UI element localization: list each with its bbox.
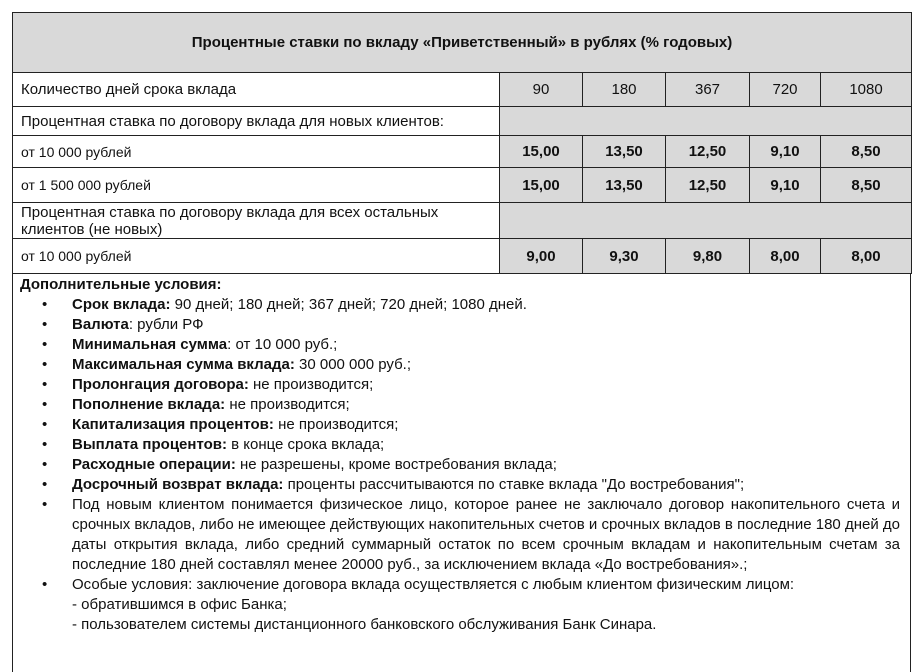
conditions-heading: Дополнительные условия: — [20, 276, 222, 293]
row-label: от 1 500 000 рублей — [12, 167, 500, 203]
days-label: Количество дней срока вклада — [12, 72, 500, 107]
condition-text: : от 10 000 руб.; — [227, 336, 338, 353]
condition-key: Капитализация процентов: — [72, 416, 274, 433]
condition-text: в конце срока вклада; — [226, 436, 385, 453]
rate-cell: 9,10 — [749, 135, 821, 168]
condition-key: Минимальная сумма — [72, 336, 228, 353]
condition-text: проценты рассчитываются по ставке вклада… — [283, 476, 745, 493]
term-cell: 367 — [665, 72, 750, 107]
condition-text: не производится; — [248, 376, 374, 393]
group-label: Процентная ставка по договору вклада для… — [12, 202, 500, 239]
rate-cell: 8,00 — [820, 238, 912, 274]
row-label: от 10 000 рублей — [12, 238, 500, 274]
condition-item: Расходные операции: не разрешены, кроме … — [20, 455, 900, 475]
rates-table: Процентные ставки по вкладу «Приветствен… — [12, 12, 912, 274]
condition-text: не разрешены, кроме востребования вклада… — [235, 456, 557, 473]
term-cell: 720 — [749, 72, 821, 107]
table-row: Количество дней срока вклада 90 180 367 … — [12, 72, 912, 107]
empty-cell — [499, 202, 912, 239]
condition-text: Под новым клиентом понимается физическое… — [72, 496, 900, 573]
rate-cell: 15,00 — [499, 135, 583, 168]
condition-item: Максимальная сумма вклада: 30 000 000 ру… — [20, 355, 900, 375]
rate-cell: 13,50 — [582, 167, 666, 203]
rate-cell: 12,50 — [665, 167, 750, 203]
rate-cell: 8,00 — [749, 238, 821, 274]
condition-item: Выплата процентов: в конце срока вклада; — [20, 435, 900, 455]
condition-key: Валюта — [72, 316, 129, 333]
term-cell: 1080 — [820, 72, 912, 107]
conditions-list: Срок вклада: 90 дней; 180 дней; 367 дней… — [20, 295, 900, 635]
condition-key: Максимальная сумма вклада: — [72, 356, 295, 373]
condition-key: Пролонгация договора: — [72, 376, 249, 393]
rate-cell: 13,50 — [582, 135, 666, 168]
rate-cell: 15,00 — [499, 167, 583, 203]
condition-text: не производится; — [225, 396, 350, 413]
empty-cell — [499, 106, 912, 136]
condition-key: Пополнение вклада: — [72, 396, 226, 413]
condition-text: 30 000 000 руб.; — [294, 356, 412, 373]
condition-item: Валюта: рубли РФ — [20, 315, 900, 335]
condition-key: Выплата процентов: — [72, 436, 227, 453]
table-row: Процентная ставка по договору вклада для… — [12, 106, 912, 136]
condition-subline: - пользователем системы дистанционного б… — [72, 616, 657, 633]
additional-conditions: Дополнительные условия: Срок вклада: 90 … — [20, 275, 900, 635]
condition-subline: - обратившимся в офис Банка; — [72, 596, 287, 613]
rate-cell: 9,00 — [499, 238, 583, 274]
rate-cell: 9,80 — [665, 238, 750, 274]
condition-item: Досрочный возврат вклада: проценты рассч… — [20, 475, 900, 495]
rate-cell: 8,50 — [820, 135, 912, 168]
condition-text: : рубли РФ — [128, 316, 204, 333]
rate-cell: 9,10 — [749, 167, 821, 203]
term-cell: 90 — [499, 72, 583, 107]
group-label: Процентная ставка по договору вклада для… — [12, 106, 500, 136]
rate-cell: 9,30 — [582, 238, 666, 274]
table-title: Процентные ставки по вкладу «Приветствен… — [12, 12, 912, 73]
condition-item: Срок вклада: 90 дней; 180 дней; 367 дней… — [20, 295, 900, 315]
condition-text: 90 дней; 180 дней; 367 дней; 720 дней; 1… — [170, 296, 527, 313]
table-row: Процентная ставка по договору вклада для… — [12, 202, 912, 239]
row-label: от 10 000 рублей — [12, 135, 500, 168]
condition-item: Под новым клиентом понимается физическое… — [20, 495, 900, 575]
rate-cell: 8,50 — [820, 167, 912, 203]
condition-item: Особые условия: заключение договора вкла… — [20, 575, 900, 635]
condition-item: Пролонгация договора: не производится; — [20, 375, 900, 395]
condition-text: не производится; — [273, 416, 399, 433]
condition-item: Минимальная сумма: от 10 000 руб.; — [20, 335, 900, 355]
condition-item: Капитализация процентов: не производится… — [20, 415, 900, 435]
condition-item: Пополнение вклада: не производится; — [20, 395, 900, 415]
rate-cell: 12,50 — [665, 135, 750, 168]
condition-key: Расходные операции: — [72, 456, 236, 473]
table-row: от 10 000 рублей 9,00 9,30 9,80 8,00 8,0… — [12, 238, 912, 274]
condition-key: Срок вклада: — [72, 296, 171, 313]
condition-text: Особые условия: заключение договора вкла… — [72, 576, 795, 593]
table-row: от 1 500 000 рублей 15,00 13,50 12,50 9,… — [12, 167, 912, 203]
table-row: от 10 000 рублей 15,00 13,50 12,50 9,10 … — [12, 135, 912, 168]
condition-key: Досрочный возврат вклада: — [72, 476, 284, 493]
term-cell: 180 — [582, 72, 666, 107]
